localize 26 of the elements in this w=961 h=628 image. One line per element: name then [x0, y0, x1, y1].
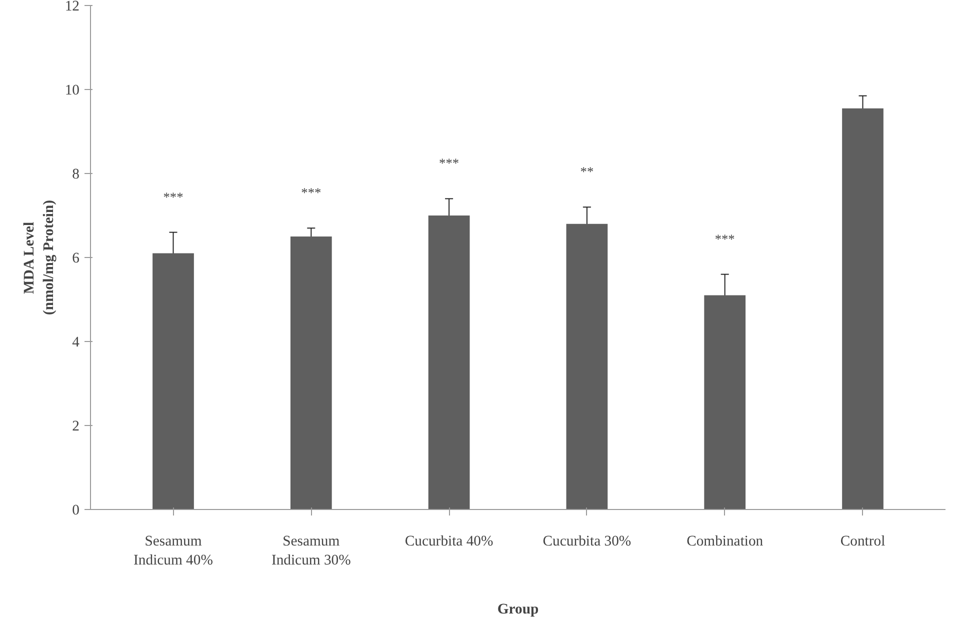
- x-tick-label: Combination: [686, 534, 764, 550]
- y-tick-label: 6: [72, 250, 80, 266]
- y-tick-label: 12: [64, 0, 80, 14]
- y-tick-label: 10: [64, 82, 80, 98]
- y-axis-title: MDA Level (nmol/mg Protein): [22, 200, 57, 315]
- x-axis-title: Group: [497, 602, 539, 618]
- annotation: ***: [439, 156, 460, 171]
- y-tick-label: 0: [72, 502, 80, 518]
- bar: [152, 253, 194, 510]
- x-tick-label: Cucurbita 30%: [542, 534, 632, 550]
- annotation: **: [580, 164, 594, 180]
- x-tick-label: Sesamum Indicum 30%: [271, 534, 351, 569]
- x-tick-label: Control: [840, 534, 886, 550]
- bar: [428, 216, 470, 510]
- bar: [290, 236, 332, 510]
- bar: [842, 108, 884, 510]
- y-tick-label: 4: [72, 334, 80, 350]
- annotation: ***: [163, 189, 184, 204]
- annotation: ***: [301, 185, 322, 200]
- x-tick-label: Sesamum Indicum 40%: [134, 534, 213, 569]
- y-tick-label: 2: [72, 418, 80, 434]
- y-tick-label: 8: [72, 166, 80, 182]
- bar: [704, 295, 746, 510]
- annotation: ***: [714, 231, 736, 246]
- bar: [566, 224, 608, 510]
- x-tick-label: Cucurbita 40%: [404, 534, 494, 550]
